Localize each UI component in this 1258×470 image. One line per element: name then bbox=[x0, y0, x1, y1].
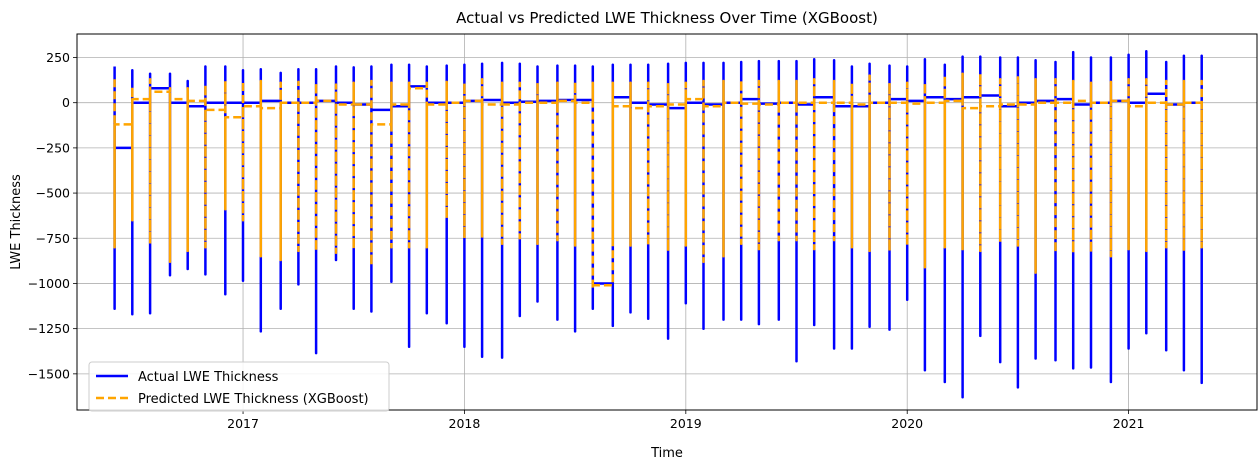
y-tick-label: −500 bbox=[36, 186, 70, 201]
y-axis-label: LWE Thickness bbox=[9, 174, 24, 270]
y-axis: 250 0 −250 −500 −750 −1000 −1250 −1500 bbox=[28, 50, 77, 381]
x-tick-label: 2021 bbox=[1113, 416, 1145, 431]
x-tick-label: 2017 bbox=[227, 416, 259, 431]
series-line-predicted bbox=[113, 72, 1203, 291]
x-axis: 2017 2018 2019 2020 2021 bbox=[227, 410, 1145, 431]
x-tick-label: 2019 bbox=[670, 416, 702, 431]
legend-box bbox=[88, 361, 390, 412]
chart-title: Actual vs Predicted LWE Thickness Over T… bbox=[456, 9, 878, 27]
x-tick-label: 2018 bbox=[449, 416, 481, 431]
y-tick-label: −750 bbox=[36, 231, 70, 246]
x-tick-label: 2020 bbox=[891, 416, 923, 431]
legend-label-predicted: Predicted LWE Thickness (XGBoost) bbox=[138, 392, 369, 407]
legend: Actual LWE Thickness Predicted LWE Thick… bbox=[88, 361, 390, 412]
x-axis-label: Time bbox=[650, 446, 683, 461]
series-layer bbox=[113, 49, 1203, 399]
y-tick-label: 250 bbox=[46, 50, 70, 65]
y-tick-label: −1500 bbox=[28, 366, 70, 381]
y-tick-label: −1250 bbox=[28, 321, 70, 336]
plot-frame bbox=[76, 33, 1258, 411]
legend-label-actual: Actual LWE Thickness bbox=[138, 370, 279, 385]
y-tick-label: −250 bbox=[36, 140, 70, 155]
y-tick-label: −1000 bbox=[28, 276, 70, 291]
y-tick-label: 0 bbox=[62, 95, 70, 110]
